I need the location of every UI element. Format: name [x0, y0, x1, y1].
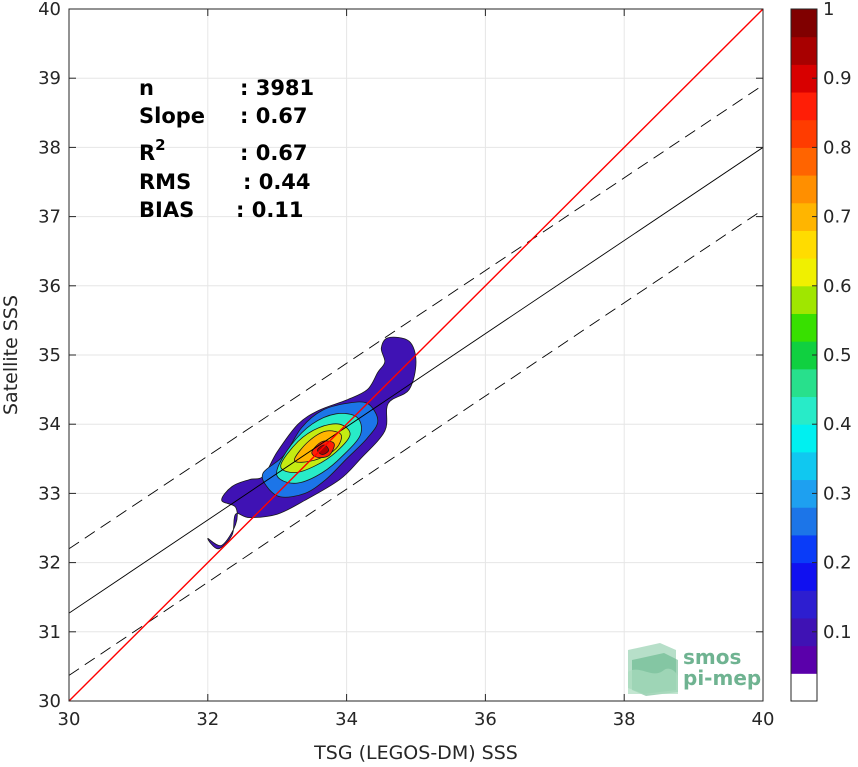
colorbar-segment [791, 119, 817, 148]
density-contour-6 [317, 444, 330, 455]
y-tick-label: 39 [38, 68, 61, 89]
colorbar-tick-label: 0.6 [823, 276, 852, 297]
stat-value-4: : 0.11 [236, 198, 304, 222]
colorbar-tick-label: 0.7 [823, 207, 852, 228]
colorbar-segment [791, 590, 817, 619]
axis-ticks: 30 32 34 36 38 40 30 31 32 33 34 35 36 37 38 39 40 [38, 0, 774, 730]
colorbar-segment [791, 36, 817, 65]
colorbar-segment [791, 147, 817, 176]
colorbar-segment [791, 424, 817, 453]
colorbar: 0.1 0.2 0.3 0.4 0.5 0.6 0.7 0.8 0.9 1 [790, 0, 852, 702]
identity-line [69, 9, 763, 701]
y-tick-label: 38 [38, 137, 61, 158]
y-tick-label: 37 [38, 207, 61, 228]
colorbar-segment [791, 258, 817, 287]
colorbar-tick-label: 0.8 [823, 137, 852, 158]
stat-value-3: : 0.44 [243, 170, 311, 194]
y-tick-label: 36 [38, 276, 61, 297]
logo-line2: pi-mep [683, 666, 761, 690]
colorbar-tick-label: 0.2 [823, 553, 852, 574]
colorbar-segment [791, 645, 817, 674]
stat-value-2: : 0.67 [240, 141, 308, 165]
confidence-line-0 [69, 84, 763, 550]
y-axis-label: Satellite SSS [0, 295, 22, 415]
colorbar-segment [791, 368, 817, 398]
confidence-line-1 [69, 209, 763, 676]
colorbar-segment [791, 9, 817, 38]
colorbar-tick-label: 0.4 [823, 414, 852, 435]
colorbar-tick-label: 0.3 [823, 483, 852, 504]
x-tick-label: 34 [335, 709, 358, 730]
colorbar-tick-label: 0.1 [823, 622, 852, 643]
colorbar-segment [791, 313, 817, 342]
stat-label-3: RMS [139, 170, 191, 194]
x-tick-label: 40 [752, 709, 775, 730]
grid [68, 8, 764, 702]
x-tick-label: 32 [196, 709, 219, 730]
regression-line [69, 147, 763, 614]
colorbar-tick-label: 0.5 [823, 345, 852, 366]
stat-label-1: Slope [139, 104, 205, 128]
colorbar-segment [791, 175, 817, 204]
colorbar-segment [791, 92, 817, 121]
x-tick-label: 38 [613, 709, 636, 730]
x-tick-label: 36 [474, 709, 497, 730]
colorbar-segment [791, 534, 817, 564]
y-tick-label: 30 [38, 691, 61, 712]
y-tick-label: 40 [38, 0, 61, 20]
stat-label-0: n [139, 76, 154, 100]
colorbar-segment [791, 507, 817, 536]
colorbar-segment [791, 396, 817, 425]
logo-mark-icon [628, 643, 678, 696]
stats-annotation: n : 3981 Slope : 0.67 R2 : 0.67 RMS : 0.44 BIAS:… [139, 76, 314, 222]
reference-lines [69, 9, 763, 701]
stat-value-0: : 3981 [240, 76, 314, 100]
y-tick-label: 34 [38, 414, 61, 435]
colorbar-tick-label: 0.9 [823, 68, 852, 89]
smos-pi-mep-logo: smos pi-mep [628, 643, 761, 696]
y-tick-label: 35 [38, 345, 61, 366]
stat-value-1: : 0.67 [240, 104, 308, 128]
stat-label-2: R2 [139, 136, 166, 165]
colorbar-segment [791, 285, 817, 314]
stat-label-4: BIAS [139, 198, 194, 222]
y-tick-label: 33 [38, 483, 61, 504]
colorbar-segment [791, 562, 817, 591]
x-tick-label: 30 [58, 709, 81, 730]
x-axis-label: TSG (LEGOS-DM) SSS [313, 742, 518, 764]
y-tick-label: 31 [38, 622, 61, 643]
y-tick-label: 32 [38, 553, 61, 574]
colorbar-segment [791, 673, 817, 702]
colorbar-tick-label: 1 [823, 0, 834, 20]
logo-line1: smos [683, 645, 741, 669]
colorbar-segment [791, 451, 817, 481]
colorbar-segment [791, 230, 817, 259]
